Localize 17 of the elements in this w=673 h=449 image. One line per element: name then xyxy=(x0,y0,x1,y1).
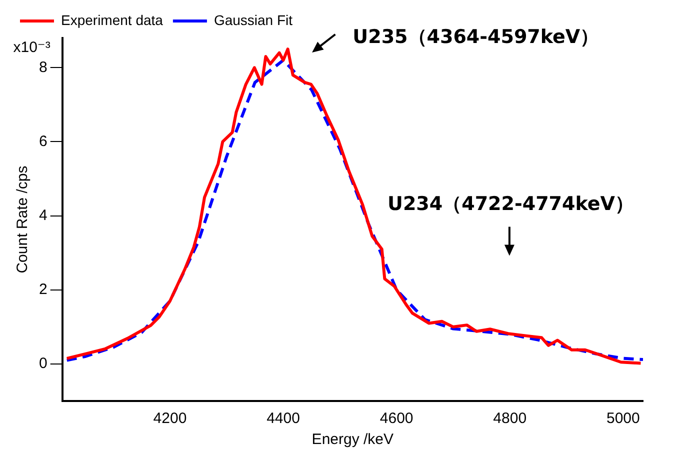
y-tick-label: 4 xyxy=(39,206,48,224)
x-axis-title: Energy /keV xyxy=(312,431,394,448)
x-tick-label: 4200 xyxy=(153,410,187,428)
y-tick-label: 2 xyxy=(39,281,48,298)
text: x10⁻³ xyxy=(13,38,50,56)
x-tick-label: 4600 xyxy=(380,410,414,428)
annotation: U234（4722-4774keV） xyxy=(388,192,634,215)
legend-label: Experiment data xyxy=(61,12,164,28)
legend-label: Gaussian Fit xyxy=(214,12,293,28)
x-tick-label: 5000 xyxy=(606,410,640,428)
x-tick-label: 4800 xyxy=(493,410,527,428)
y-axis-title: Count Rate /cps xyxy=(14,166,32,274)
annotation: U235（4364-4597keV） xyxy=(352,26,600,48)
y-tick-label: 0 xyxy=(39,355,48,372)
x-tick-label: 4400 xyxy=(266,410,300,428)
y-tick-label: 8 xyxy=(39,58,48,76)
y-tick-label: 6 xyxy=(39,132,48,150)
